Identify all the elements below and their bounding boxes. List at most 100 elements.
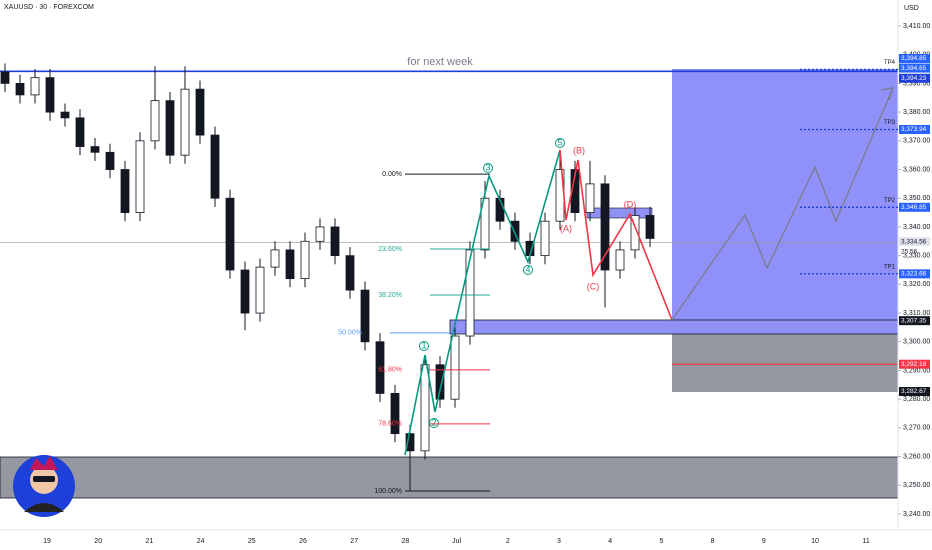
countdown: 25:56 (901, 248, 918, 255)
candle-body (225, 197, 235, 271)
resistance-zone (586, 207, 653, 219)
y-tick-label: 3,270.00 (903, 425, 930, 432)
candle-body (510, 220, 520, 242)
wave-circle (429, 418, 439, 428)
corrective-wave (559, 149, 673, 321)
candle-body (150, 100, 160, 142)
candle-body (285, 249, 295, 280)
wave-label: 3 (485, 162, 490, 172)
x-tick-label: 4 (608, 538, 612, 545)
fib-label: 0.00% (382, 171, 402, 178)
y-tick-label: 3,380.00 (903, 109, 930, 116)
candle-body (465, 249, 475, 337)
candle-body (645, 215, 655, 239)
price-badge (899, 53, 930, 63)
price-badge (899, 359, 930, 369)
y-tick-label: 3,340.00 (903, 224, 930, 231)
candle-body (45, 77, 55, 113)
target-label: TP4 (884, 60, 896, 66)
y-tick-label: 3,370.00 (903, 138, 930, 145)
wave-label: 1 (421, 340, 426, 350)
wave-label: (C) (587, 281, 600, 291)
x-tick-label: 8 (711, 538, 715, 545)
x-tick-label: Jul (452, 538, 461, 545)
y-tick-label: 3,350.00 (903, 195, 930, 202)
target-box (672, 69, 898, 320)
avatar (13, 455, 75, 517)
wave-label: 5 (557, 137, 562, 147)
wave-lines (404, 87, 894, 456)
avatar-glasses (33, 476, 55, 482)
candle-body (135, 140, 145, 213)
candle-body (450, 335, 460, 400)
x-tick-label: 3 (557, 538, 561, 545)
candle-body (15, 83, 25, 96)
y-tick-label: 3,310.00 (903, 310, 930, 317)
target-label: TP2 (884, 198, 896, 204)
y-tick-label: 3,280.00 (903, 396, 930, 403)
wave-label: (A) (560, 223, 572, 233)
candle-body (600, 183, 610, 271)
candle-body (300, 240, 310, 280)
y-tick-label: 3,260.00 (903, 453, 930, 460)
x-tick-label: 28 (402, 538, 410, 545)
y-tick-label: 3,330.00 (903, 252, 930, 259)
x-tick-label: 21 (146, 538, 154, 545)
fib-label: 78.60% (378, 421, 402, 428)
candle-body (90, 146, 100, 153)
candle-body (435, 364, 445, 400)
chart-title: XAUUSD · 30 · FOREXCOM (4, 4, 94, 11)
candle-body (390, 393, 400, 435)
y-tick-label: 3,240.00 (903, 511, 930, 518)
candle-body (75, 117, 85, 147)
y-tick-label: 3,290.00 (903, 367, 930, 374)
candle-body (105, 151, 115, 170)
y-tick-label: 3,250.00 (903, 482, 930, 489)
zones (0, 69, 899, 499)
candle-body (255, 266, 265, 314)
price-badge-label: 3,323.66 (901, 271, 927, 278)
projection-path (671, 87, 894, 321)
x-tick-label: 26 (299, 538, 307, 545)
avatar-hair (30, 456, 58, 470)
annotation: for next week (407, 56, 473, 68)
x-tick-label: 25 (248, 538, 256, 545)
candle-body (360, 289, 370, 343)
price-badge (899, 63, 930, 73)
projection-arrow (880, 87, 894, 101)
candle-body (210, 134, 220, 199)
y-tick-label: 3,360.00 (903, 166, 930, 173)
wave-labels: 1 2 3 4 5 (A) (B) (C) (D) (419, 137, 636, 428)
price-badge-label: 3,394.85 (901, 55, 927, 62)
candle-body (30, 77, 40, 96)
y-tick-label: 3,410.00 (903, 23, 930, 30)
candle-body (270, 249, 280, 268)
price-badge-label: 3,346.85 (901, 204, 927, 211)
entry-zone (449, 319, 899, 335)
y-tick-label: 3,390.00 (903, 80, 930, 87)
price-badge-label: 3,394.23 (901, 75, 927, 82)
candle-body (330, 226, 340, 257)
price-badge-label: 3,282.67 (901, 388, 927, 395)
x-tick-label: 11 (863, 538, 870, 545)
candle-body (345, 255, 355, 291)
currency: USD (904, 5, 919, 12)
x-tick-label: 19 (43, 538, 51, 545)
candle-body (165, 100, 175, 156)
wave-circle (483, 163, 493, 173)
price-badge (899, 316, 930, 326)
fib-label: 38.20% (378, 292, 402, 299)
fib-label: 23.60% (378, 246, 402, 253)
candle-body (615, 249, 625, 271)
avatar-body (24, 503, 64, 512)
x-tick-label: 5 (659, 538, 663, 545)
wave-label: 2 (431, 417, 436, 427)
candle-body (0, 71, 10, 84)
price-badge-label: 3,307.35 (901, 317, 927, 324)
x-tick-label: 2 (506, 538, 510, 545)
candle-body (420, 364, 430, 452)
y-tick-label: 3,320.00 (903, 281, 930, 288)
impulse-wave (404, 149, 561, 456)
price-badge-label: 3,373.94 (901, 126, 927, 133)
